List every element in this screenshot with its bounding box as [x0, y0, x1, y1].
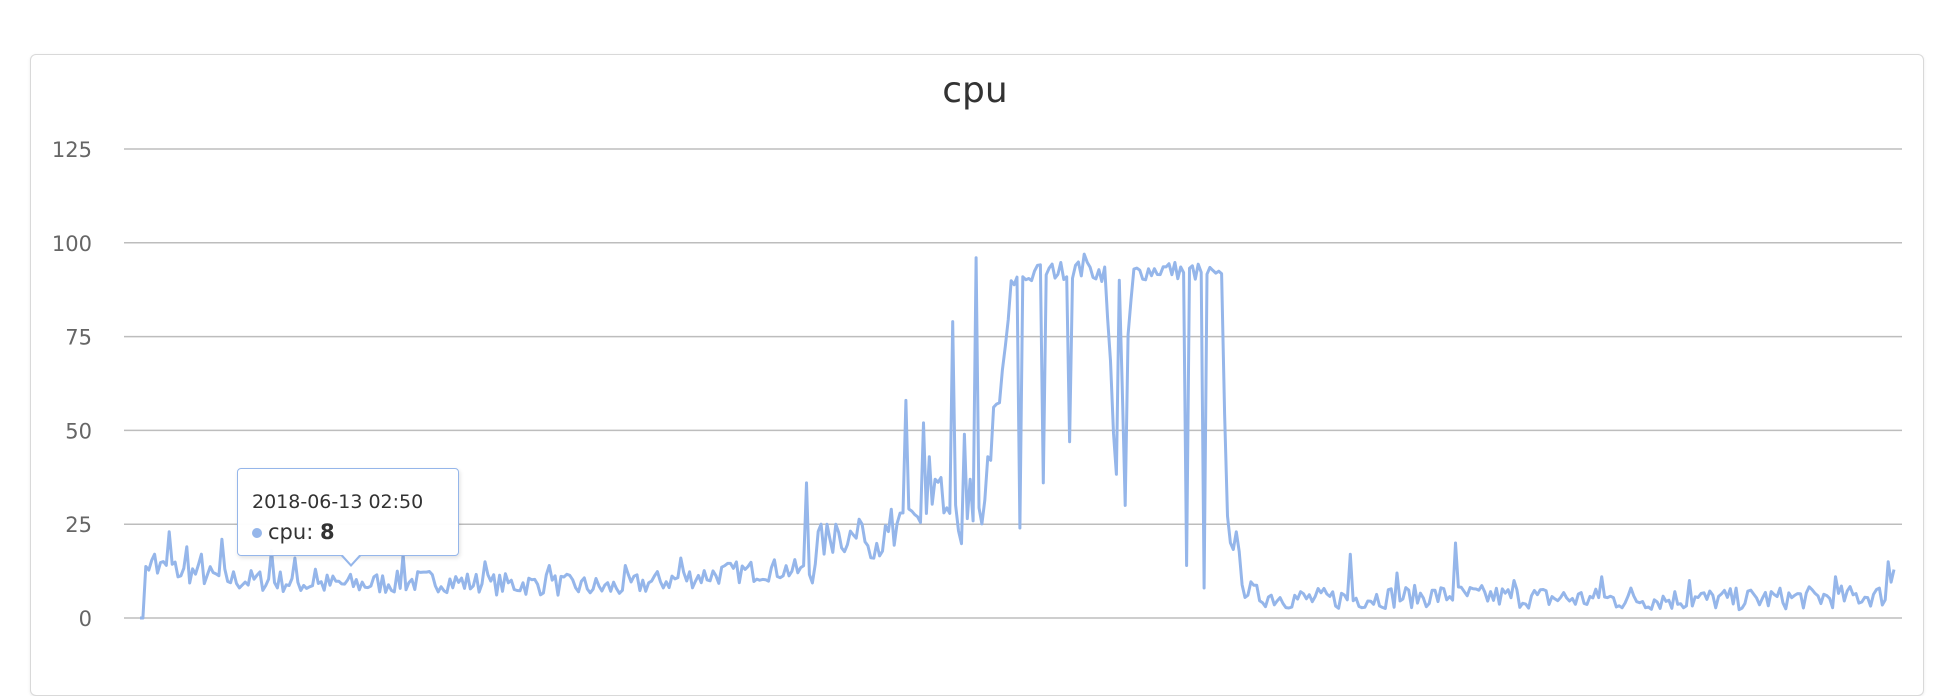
tooltip-series-name: cpu — [268, 520, 307, 544]
y-tick-label: 100 — [52, 232, 92, 256]
y-tick-label: 50 — [65, 419, 92, 443]
y-tick-label: 125 — [52, 138, 92, 162]
tooltip-row: cpu: 8 — [252, 520, 335, 544]
chart-title: cpu — [942, 70, 1008, 111]
y-tick-label: 25 — [65, 513, 92, 537]
series-dot-icon — [252, 528, 262, 538]
data-tooltip: 2018-06-13 02:50 cpu: 8 — [237, 468, 459, 567]
tooltip-date: 2018-06-13 02:50 — [252, 491, 424, 513]
y-tick-label: 75 — [65, 326, 92, 350]
y-tick-label: 0 — [79, 607, 92, 630]
tooltip-separator: : — [306, 520, 320, 544]
tooltip-value: 8 — [319, 520, 335, 544]
series-line-cpu[interactable] — [140, 252, 1896, 620]
